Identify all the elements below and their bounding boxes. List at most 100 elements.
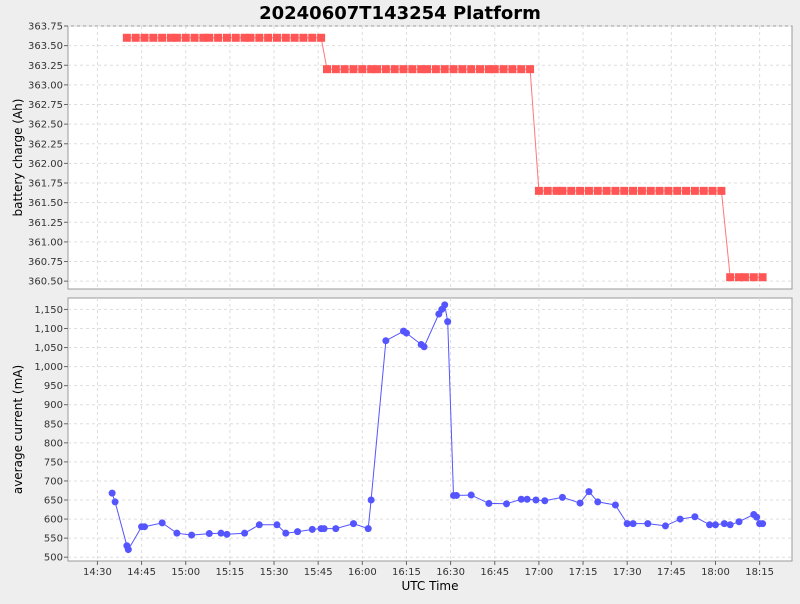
y-tick-label: 363.75 (28, 22, 63, 33)
data-point (646, 186, 655, 195)
data-point (181, 33, 190, 42)
data-point (541, 497, 549, 505)
data-point (691, 513, 699, 521)
data-point (255, 521, 263, 529)
data-point (167, 33, 176, 42)
y-tick-label: 800 (44, 438, 63, 449)
data-point (349, 520, 357, 528)
data-point (364, 525, 372, 533)
y-tick-label: 362.50 (28, 120, 63, 131)
data-point (517, 495, 525, 503)
data-point (759, 520, 767, 528)
y-tick-label: 1,050 (34, 343, 63, 354)
data-point (108, 489, 116, 497)
data-point (332, 525, 340, 533)
y-tick-label: 360.75 (28, 257, 63, 268)
y-tick-label: 650 (44, 496, 63, 507)
y-tick-label: 360.50 (28, 277, 63, 288)
data-point (558, 493, 566, 501)
x-tick-label: 16:30 (436, 567, 465, 578)
y-tick-label: 361.50 (28, 198, 63, 209)
x-tick-label: 14:45 (127, 567, 156, 578)
data-point (420, 343, 428, 351)
data-point (594, 498, 602, 506)
data-point (708, 186, 717, 195)
data-point (205, 530, 213, 538)
data-point (231, 33, 240, 42)
y-tick-label: 363.00 (28, 80, 63, 91)
data-point (726, 273, 735, 282)
data-point (240, 33, 249, 42)
data-point (543, 186, 552, 195)
data-point (644, 520, 652, 528)
chart-title: 20240607T143254 Platform (259, 3, 541, 24)
data-point (205, 33, 214, 42)
data-point (490, 65, 499, 74)
data-point (503, 500, 511, 508)
data-point (272, 33, 281, 42)
data-point (308, 525, 316, 533)
data-point (222, 33, 231, 42)
data-point (585, 488, 593, 496)
data-point (402, 329, 410, 337)
data-point (611, 186, 620, 195)
data-point (141, 523, 149, 531)
data-point (255, 33, 264, 42)
x-tick-label: 15:15 (215, 567, 244, 578)
data-point (290, 33, 299, 42)
data-point (629, 186, 638, 195)
x-tick-label: 14:30 (83, 567, 112, 578)
data-point (417, 65, 426, 74)
data-point (661, 522, 669, 530)
plot-area-2 (67, 297, 793, 562)
data-point (158, 519, 166, 527)
data-point (431, 65, 440, 74)
data-point (241, 529, 249, 537)
y-tick-label: 362.25 (28, 139, 63, 150)
y-tick-label: 600 (44, 515, 63, 526)
chart-panels: 360.50 360.75 361.00 361.25 361.50 361.75 362.… (11, 22, 793, 578)
panel-2: 500 550 600 650 700 750 800 850 900 950 1,000 1,050… (11, 297, 793, 564)
y-tick-label: 361.25 (28, 218, 63, 229)
data-point (720, 520, 728, 528)
x-tick-label: 17:45 (657, 567, 686, 578)
data-point (637, 186, 646, 195)
data-point (526, 65, 535, 74)
data-point (308, 33, 317, 42)
data-point (349, 65, 358, 74)
data-point (246, 33, 255, 42)
y-tick-label: 500 (44, 553, 63, 564)
data-point (390, 65, 399, 74)
data-point (726, 521, 734, 529)
data-point (173, 529, 181, 537)
data-point (673, 186, 682, 195)
data-point (517, 65, 526, 74)
data-point (340, 65, 349, 74)
data-point (373, 65, 382, 74)
data-point (735, 273, 744, 282)
y-tick-label: 361.75 (28, 179, 63, 190)
data-point (499, 65, 508, 74)
data-point (331, 65, 340, 74)
x-tick-label: 15:30 (260, 567, 289, 578)
data-point (199, 33, 208, 42)
x-tick-label: 16:00 (348, 567, 377, 578)
panel-1: 360.50 360.75 361.00 361.25 361.50 361.75 362.… (11, 22, 793, 290)
data-point (576, 186, 585, 195)
data-point (593, 186, 602, 195)
data-point (273, 521, 281, 529)
y-tick-label: 700 (44, 476, 63, 487)
data-point (124, 546, 132, 554)
y-tick-label: 950 (44, 381, 63, 392)
data-point (558, 186, 567, 195)
data-point (682, 186, 691, 195)
data-point (706, 521, 714, 529)
data-point (523, 495, 531, 503)
data-point (602, 186, 611, 195)
data-point (190, 33, 199, 42)
data-point (367, 496, 375, 504)
data-point (749, 273, 758, 282)
data-point (317, 33, 326, 42)
y-tick-label: 363.50 (28, 41, 63, 52)
